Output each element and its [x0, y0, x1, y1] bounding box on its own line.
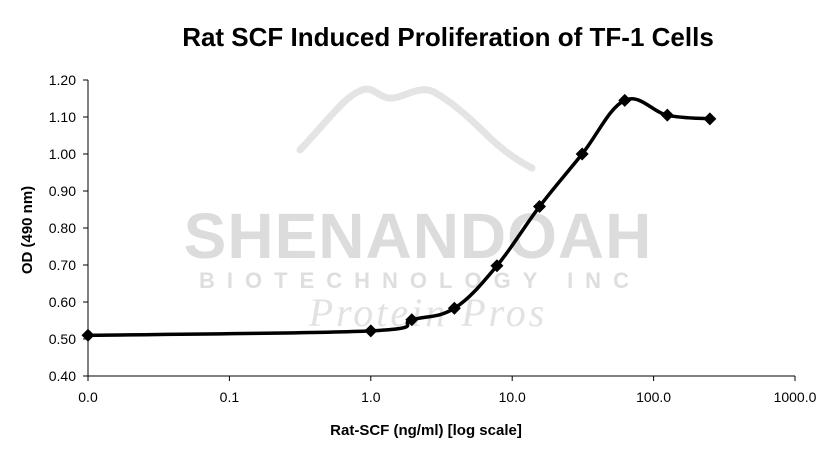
- y-tick-label: 0.80: [49, 220, 76, 236]
- data-point-marker: [81, 328, 95, 342]
- y-ticks: 0.40 0.50 0.60 0.70 0.80 0.90 1.00 1.10 1.20: [49, 72, 88, 384]
- y-tick-label: 1.20: [49, 72, 76, 88]
- x-tick-label: 0.1: [220, 389, 240, 405]
- y-tick-label: 0.70: [49, 257, 76, 273]
- data-point-marker: [490, 259, 504, 273]
- y-tick-label: 0.40: [49, 368, 76, 384]
- chart-title: Rat SCF Induced Proliferation of TF-1 Ce…: [182, 22, 714, 52]
- y-tick-label: 0.50: [49, 331, 76, 347]
- x-tick-label: 0.0: [78, 389, 98, 405]
- y-tick-label: 1.10: [49, 109, 76, 125]
- x-tick-label: 1000.0: [774, 389, 817, 405]
- data-point-marker: [405, 313, 419, 327]
- watermark-mountain-icon: [296, 85, 536, 172]
- y-tick-label: 0.60: [49, 294, 76, 310]
- y-tick-label: 0.90: [49, 183, 76, 199]
- watermark-name: SHENANDOAH: [184, 200, 653, 272]
- data-point-marker: [703, 112, 717, 126]
- x-tick-label: 1.0: [361, 389, 381, 405]
- watermark-subtitle: BIOTECHNOLOGY INC: [199, 268, 641, 293]
- y-tick-label: 1.00: [49, 146, 76, 162]
- y-axis-title: OD (490 nm): [19, 186, 36, 274]
- watermark-tagline: Protein Pros: [308, 290, 548, 335]
- data-point-marker: [447, 301, 461, 315]
- x-axis-title: Rat-SCF (ng/ml) [log scale]: [330, 422, 522, 439]
- x-tick-label: 10.0: [499, 389, 526, 405]
- x-tick-label: 100.0: [636, 389, 671, 405]
- series-layer: [81, 93, 717, 342]
- data-point-marker: [364, 324, 378, 338]
- data-point-marker: [660, 108, 674, 122]
- data-point-marker: [533, 200, 547, 214]
- x-ticks: 0.0 0.1 1.0 10.0 100.0 1000.0: [78, 376, 817, 405]
- data-point-marker: [575, 147, 589, 161]
- watermark-logo: SHENANDOAH BIOTECHNOLOGY INC Protein Pro…: [184, 85, 653, 335]
- data-point-marker: [618, 93, 632, 107]
